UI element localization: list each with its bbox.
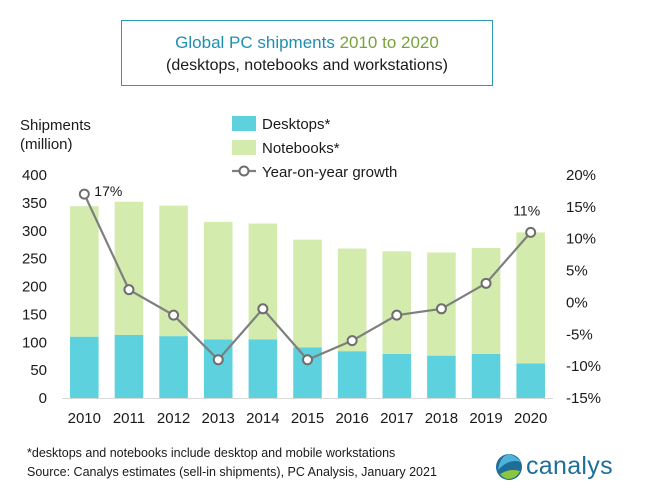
legend-marker-growth: [238, 165, 250, 177]
y-tick-label: 250: [22, 251, 47, 268]
growth-point-2011: [123, 284, 135, 296]
y-tick-label: 400: [22, 167, 47, 184]
bar-notebooks-2019: [471, 248, 501, 354]
growth-point-2018: [435, 303, 447, 315]
growth-point-2015: [302, 354, 313, 366]
y-tick-label: 150: [22, 306, 47, 323]
y-tick-label: 0: [39, 390, 47, 407]
footnote: *desktops and notebooks include desktop …: [27, 446, 396, 460]
y2-tick-label: 15%: [566, 199, 596, 216]
x-tick-label-2018: 2018: [425, 410, 458, 427]
bar-desktops-2014: [248, 339, 278, 398]
y-tick-label: 50: [30, 362, 47, 379]
y-tick-label: 200: [22, 279, 47, 296]
growth-point-2010: [78, 188, 90, 200]
legend-swatch-desktops: [232, 116, 256, 131]
bar-desktops-2012: [159, 336, 188, 398]
y2-tick-label: -5%: [566, 326, 593, 343]
y2-tick-label: 5%: [566, 263, 588, 280]
bar-desktops-2010: [70, 336, 99, 398]
growth-point-2019: [480, 277, 492, 289]
y2-tick-label: 10%: [566, 231, 596, 248]
growth-point-2014: [257, 303, 269, 315]
x-tick-label-2013: 2013: [202, 410, 235, 427]
annotation-2010: 17%: [94, 183, 122, 199]
growth-point-2012: [168, 309, 180, 321]
x-tick-label-2012: 2012: [157, 410, 190, 427]
chart-subtitle: (desktops, notebooks and workstations): [166, 57, 448, 74]
bar-notebooks-2017: [382, 251, 412, 354]
x-tick-label-2020: 2020: [514, 410, 547, 427]
y-axis-title-line2: (million): [20, 136, 73, 153]
bar-notebooks-2013: [203, 221, 233, 340]
bar-notebooks-2014: [248, 223, 278, 340]
chart-title-box: Global PC shipments 2010 to 2020 (deskto…: [121, 20, 493, 86]
bar-notebooks-2020: [516, 232, 545, 364]
bar-notebooks-2015: [293, 239, 322, 348]
legend-label-desktops: Desktops*: [262, 116, 331, 133]
x-tick-label-2019: 2019: [469, 410, 502, 427]
growth-point-2013: [212, 354, 224, 366]
x-tick-label-2011: 2011: [113, 410, 145, 427]
chart-title-main: Global PC shipments: [175, 33, 340, 52]
bar-desktops-2011: [114, 335, 144, 398]
y2-tick-label: 20%: [566, 167, 596, 184]
legend-label-notebooks: Notebooks*: [262, 140, 340, 157]
x-tick-label-2016: 2016: [335, 410, 368, 427]
y-axis-title: Shipments (million): [20, 116, 91, 154]
y-tick-label: 300: [22, 223, 47, 240]
legend-swatch-notebooks: [232, 140, 256, 155]
source-note: Source: Canalys estimates (sell-in shipm…: [27, 465, 437, 479]
x-tick-label-2015: 2015: [291, 410, 324, 427]
y2-tick-label: -10%: [566, 358, 601, 375]
bar-desktops-2017: [382, 353, 412, 398]
bar-desktops-2019: [471, 353, 501, 398]
canalys-globe-icon: [496, 454, 522, 480]
y2-tick-label: -15%: [566, 390, 601, 407]
legend-label-growth: Year-on-year growth: [262, 164, 397, 181]
bar-desktops-2018: [427, 355, 456, 398]
canalys-logo: canalys: [494, 450, 614, 484]
x-tick-label-2010: 2010: [68, 410, 101, 427]
annotation-2020: 11%: [513, 202, 540, 218]
x-tick-label-2017: 2017: [380, 410, 413, 427]
chart-title-years: 2010 to 2020: [339, 33, 439, 52]
x-tick-label-2014: 2014: [246, 410, 279, 427]
y-tick-label: 100: [22, 334, 47, 351]
growth-point-2017: [391, 309, 403, 321]
chart-canvas: 0 50 100 150 200 250 300 350 400 -15% -10% -5% 0% 5% 1…: [22, 116, 601, 427]
y-axis-title-line1: Shipments: [20, 117, 91, 134]
y2-tick-label: 0%: [566, 294, 588, 311]
bar-desktops-2016: [337, 351, 367, 398]
canalys-wordmark: canalys: [526, 452, 613, 480]
growth-point-2016: [346, 335, 358, 347]
bar-desktops-2020: [516, 363, 545, 398]
bar-notebooks-2010: [70, 206, 99, 337]
growth-point-2020: [525, 226, 537, 238]
y-tick-label: 350: [22, 195, 47, 212]
chart-title: Global PC shipments 2010 to 2020: [122, 33, 492, 53]
